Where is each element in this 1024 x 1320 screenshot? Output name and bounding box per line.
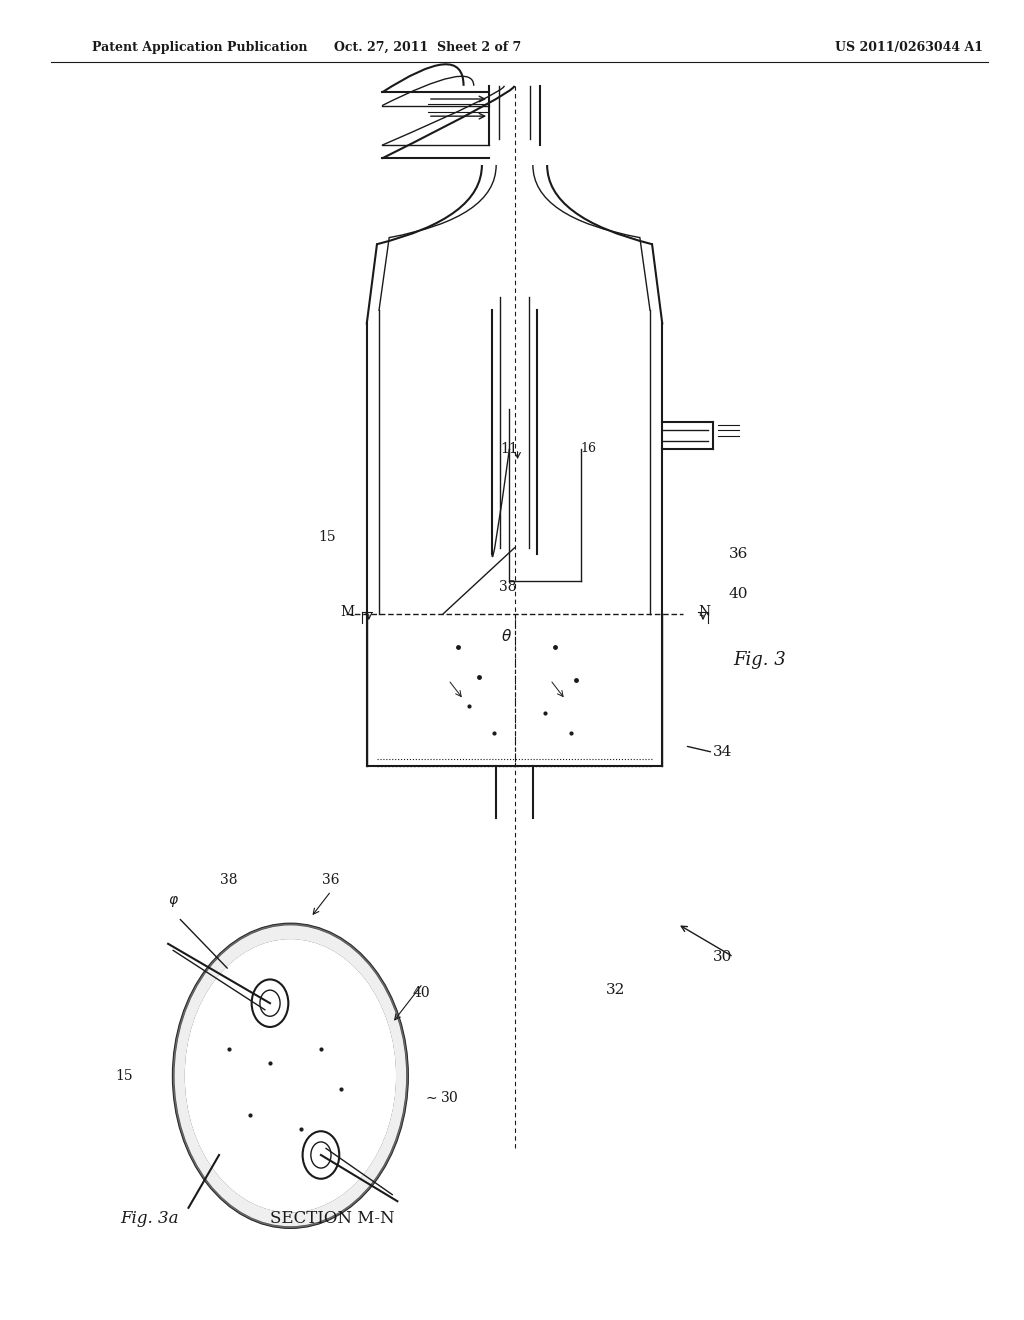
Text: 36: 36 (728, 548, 748, 561)
Text: Patent Application Publication: Patent Application Publication (92, 41, 307, 54)
Text: Fig. 3: Fig. 3 (733, 651, 786, 669)
Text: M: M (340, 606, 354, 619)
Text: $\varphi$: $\varphi$ (168, 894, 179, 909)
Text: Oct. 27, 2011  Sheet 2 of 7: Oct. 27, 2011 Sheet 2 of 7 (334, 41, 521, 54)
Text: 11: 11 (501, 442, 518, 455)
Text: 15: 15 (115, 1069, 132, 1082)
Text: 30: 30 (713, 950, 732, 964)
Text: 38: 38 (500, 581, 517, 594)
Text: 34: 34 (713, 746, 732, 759)
Text: 40: 40 (413, 986, 430, 999)
Text: 32: 32 (606, 983, 626, 997)
Circle shape (173, 924, 408, 1228)
Text: 36: 36 (323, 874, 340, 887)
Text: 38: 38 (220, 874, 238, 887)
Text: SECTION M-N: SECTION M-N (270, 1210, 394, 1226)
Text: N: N (698, 606, 710, 619)
Text: $\sim$30: $\sim$30 (423, 1090, 459, 1105)
Text: $\theta$: $\theta$ (501, 628, 512, 644)
Text: Fig. 3a: Fig. 3a (120, 1210, 179, 1226)
Text: 16: 16 (581, 442, 597, 455)
Text: 15: 15 (318, 531, 336, 544)
Text: 40: 40 (728, 587, 748, 601)
Text: US 2011/0263044 A1: US 2011/0263044 A1 (836, 41, 983, 54)
Circle shape (185, 940, 395, 1212)
